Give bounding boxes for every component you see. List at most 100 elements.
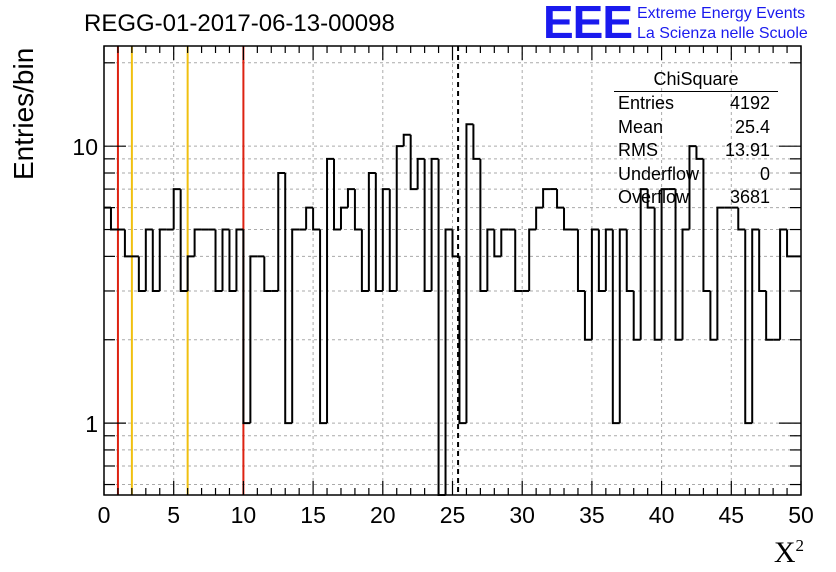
histogram-bin (263, 256, 272, 292)
histogram-bin (137, 256, 146, 292)
histogram-bin (597, 229, 606, 292)
histogram-bin (381, 188, 390, 291)
histogram-bin (632, 290, 641, 341)
x-tick-label: 30 (509, 502, 535, 528)
x-tick-label: 35 (579, 502, 605, 528)
tick-labels: 0 5 10 15 20 25 30 35 40 45 50 1 10 (72, 134, 813, 528)
histogram-bin (716, 206, 725, 340)
stats-value: 0 (759, 163, 770, 184)
stats-value: 13.91 (724, 140, 770, 161)
histogram-bin (758, 229, 767, 292)
histogram-bin (528, 228, 537, 291)
y-tick-label: 10 (72, 134, 98, 160)
histogram-bin (590, 228, 599, 340)
stats-value: 25.4 (734, 116, 770, 137)
histogram-bin (500, 228, 509, 257)
histogram-bin (158, 228, 167, 291)
histogram-bin (172, 188, 181, 230)
x-tick-label: 50 (788, 502, 814, 528)
histogram-bin (193, 228, 202, 257)
x-tick-label: 0 (98, 502, 111, 528)
logo-mark: EEE (543, 0, 633, 48)
histogram-bin (123, 229, 132, 258)
histogram-bin (416, 157, 425, 190)
histogram-bin (444, 228, 453, 495)
histogram-bin (479, 158, 488, 292)
histogram-bin (660, 188, 669, 340)
histogram-bin (535, 206, 544, 230)
x-tick-label: 10 (231, 502, 257, 528)
histogram-bin (514, 229, 523, 292)
histogram-bin (674, 189, 683, 341)
stats-row-overflow: Overflow 3681 (614, 186, 778, 210)
histogram-bin (423, 158, 432, 292)
histogram-bin (646, 189, 655, 209)
histogram-bin (228, 229, 237, 292)
stats-row-mean: Mean 25.4 (614, 116, 778, 140)
x-tick-label: 15 (300, 502, 326, 528)
x-tick-label: 40 (649, 502, 675, 528)
histogram-bin (702, 158, 711, 292)
histogram-bin (451, 229, 460, 258)
histogram-bin (221, 228, 230, 291)
histogram-bin (465, 123, 474, 424)
stats-value: 4192 (729, 93, 770, 113)
stats-label: RMS (618, 140, 658, 161)
histogram-bin (437, 158, 446, 496)
histogram-bin (653, 207, 662, 341)
marker-lines (116, 46, 460, 495)
histogram-bin (737, 207, 746, 231)
histogram-bin (402, 133, 411, 147)
axis-ticks (103, 46, 802, 495)
histogram-bin (583, 290, 592, 341)
eee-logo: EEE Extreme Energy Events La Scienza nel… (543, 0, 833, 48)
histogram-bin (786, 229, 795, 258)
stats-label: Mean (618, 116, 664, 137)
histogram-bin (611, 229, 620, 425)
histogram-bin (374, 173, 383, 292)
histogram-bin (395, 145, 404, 291)
histogram-bin (360, 229, 369, 292)
histogram-bin (305, 206, 314, 230)
histogram-bin (458, 256, 467, 425)
histogram-bin (291, 228, 300, 424)
x-tick-label: 20 (370, 502, 396, 528)
histogram-bin (751, 228, 760, 424)
histogram-bin (109, 207, 118, 231)
x-tick-label: 5 (167, 502, 180, 528)
histogram-bin (151, 229, 160, 292)
histogram-bin (765, 290, 774, 341)
histogram-bin (604, 228, 613, 291)
histogram-bin (639, 188, 648, 340)
histogram-bin (242, 229, 251, 425)
plot-title: REGG-01-2017-06-13-00098 (84, 10, 395, 37)
histogram-bin (576, 229, 585, 292)
histogram-bin (367, 172, 376, 291)
histogram-bin (179, 189, 188, 292)
histogram-bin (326, 157, 335, 424)
stats-row-entries: Entries 4192 (614, 92, 778, 116)
histogram-bin (339, 206, 348, 230)
logo-text-line2: La Scienza nelle Scuole (637, 25, 808, 42)
histogram-bin (618, 228, 627, 424)
histogram-bin (346, 188, 355, 208)
histogram-bin (688, 145, 697, 230)
histogram-bin (779, 228, 788, 340)
x-tick-label: 25 (440, 502, 466, 528)
histogram-bin (284, 173, 293, 425)
histogram-bin (186, 255, 195, 291)
histogram-bin (563, 207, 571, 231)
histogram-bin (319, 229, 328, 425)
histogram-bin (235, 228, 244, 291)
stats-label: Underflow (618, 163, 700, 184)
histogram-bin (625, 229, 634, 292)
histogram-bin (430, 157, 439, 291)
histogram-bin (744, 229, 753, 425)
histogram-bin (472, 124, 481, 160)
logo-text-line1: Extreme Energy Events (637, 5, 806, 22)
histogram-bin (486, 228, 495, 291)
histogram-bin (409, 134, 418, 191)
x-tick-label: 45 (719, 502, 745, 528)
stats-row-rms: RMS 13.91 (614, 139, 778, 163)
